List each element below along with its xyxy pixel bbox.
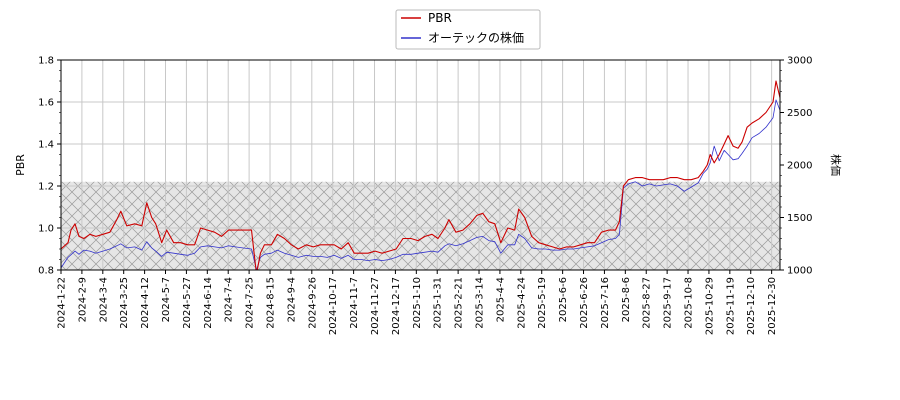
x-tick-label: 2024-9-4 — [286, 277, 297, 322]
x-tick-label: 2025-5-19 — [537, 277, 548, 329]
right-axis-title: 株価 — [829, 154, 843, 176]
x-tick-label: 2025-2-21 — [454, 277, 465, 329]
x-tick-label: 2025-6-6 — [558, 277, 569, 322]
x-tick-label: 2025-8-27 — [642, 277, 653, 329]
x-tick-label: 2024-5-27 — [182, 277, 193, 329]
x-tick-label: 2024-2-9 — [77, 277, 88, 322]
shaded-band — [61, 181, 780, 270]
right-tick-label: 1500 — [787, 213, 812, 224]
left-tick-label: 1.4 — [38, 140, 54, 151]
right-tick-label: 1000 — [787, 266, 812, 277]
left-axis: 0.8 1.0 1.2 1.4 1.6 1.8 — [38, 56, 61, 277]
x-tick-label: 2024-11-27 — [370, 277, 381, 335]
x-tick-label: 2024-11-7 — [349, 277, 360, 329]
series-lines — [61, 80, 780, 270]
x-tick-label: 2024-4-12 — [140, 277, 151, 329]
x-tick-label: 2025-12-30 — [767, 277, 778, 335]
x-tick-label: 2024-9-26 — [307, 277, 318, 329]
x-tick-label: 2024-8-15 — [266, 277, 277, 329]
left-axis-title: PBR — [14, 154, 27, 176]
left-tick-label: 0.8 — [38, 266, 54, 277]
left-tick-label: 1.0 — [38, 224, 54, 235]
x-tick-label: 2024-5-7 — [161, 277, 172, 322]
x-tick-label: 2025-1-31 — [433, 277, 444, 329]
right-tick-label: 2000 — [787, 161, 812, 172]
x-tick-label: 2024-6-14 — [203, 277, 214, 329]
right-tick-label: 3000 — [787, 56, 812, 67]
x-tick-label: 2025-10-29 — [704, 277, 715, 335]
right-axis: 1000 1500 2000 2500 3000 — [780, 56, 812, 277]
x-tick-label: 2025-4-4 — [495, 277, 506, 322]
legend-label-pbr: PBR — [428, 11, 452, 25]
left-tick-label: 1.2 — [38, 182, 54, 193]
x-tick-label: 2024-7-25 — [245, 277, 256, 329]
x-tick-label: 2024-3-25 — [119, 277, 130, 329]
x-tick-label: 2025-9-17 — [663, 277, 674, 329]
right-tick-label: 2500 — [787, 108, 812, 119]
x-tick-label: 2024-3-4 — [98, 277, 109, 322]
legend-label-price: オーテックの株価 — [428, 30, 524, 45]
left-tick-label: 1.8 — [38, 56, 54, 67]
x-tick-label: 2025-6-26 — [579, 277, 590, 329]
x-tick-label: 2024-10-17 — [328, 277, 339, 335]
pbr-line — [61, 80, 780, 270]
x-tick-label: 2025-10-8 — [684, 277, 695, 329]
legend: PBR オーテックの株価 — [395, 9, 541, 50]
x-tick-label: 2025-11-19 — [725, 277, 736, 335]
x-tick-label: 2025-12-10 — [746, 277, 757, 335]
x-tick-label: 2025-3-14 — [475, 277, 486, 329]
x-tick-label: 2024-1-22 — [57, 277, 68, 329]
x-tick-label: 2025-7-16 — [600, 277, 611, 329]
x-tick-label: 2025-4-24 — [516, 277, 527, 329]
x-tick-label: 2024-7-4 — [224, 277, 235, 322]
price-line — [61, 99, 780, 270]
x-tick-label: 2025-8-6 — [621, 277, 632, 322]
x-axis: 2024-1-22 2024-2-9 2024-3-4 2024-3-25 2024-4… — [57, 270, 778, 335]
x-tick-label: 2025-1-10 — [412, 277, 423, 329]
left-tick-label: 1.6 — [38, 98, 54, 109]
x-tick-label: 2024-12-17 — [391, 277, 402, 335]
band-hatch — [61, 181, 780, 270]
